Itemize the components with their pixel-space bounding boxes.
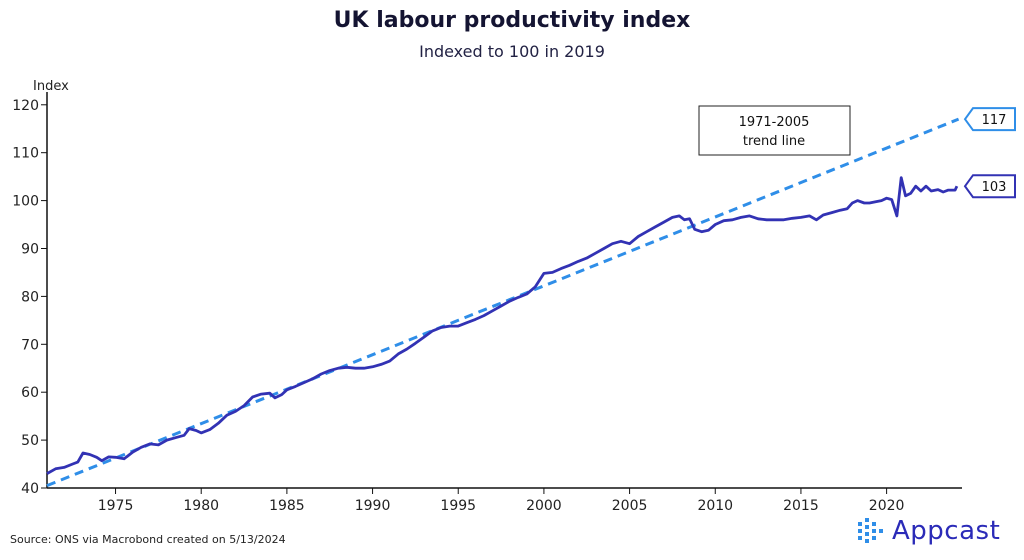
- y-tick-label: 80: [21, 289, 39, 305]
- productivity-line: [46, 176, 959, 475]
- series-end-callout-label: 103: [982, 180, 1007, 195]
- x-axis: 1975 1980 1985 1990 1995 2000 2005 2010 2015 2020: [47, 487, 962, 514]
- brand-logo: Appcast: [858, 516, 1000, 546]
- x-tick-label: 1980: [183, 498, 219, 514]
- y-tick-label: 110: [12, 146, 39, 162]
- y-tick-label: 100: [12, 194, 39, 210]
- chart-title: UK labour productivity index: [333, 8, 691, 33]
- trend-annotation-line2: trend line: [743, 134, 805, 149]
- x-tick-label: 1975: [98, 498, 134, 514]
- x-tick-label: 2000: [526, 498, 562, 514]
- series-end-callout-box: [963, 174, 1016, 199]
- appcast-logo-icon: [858, 518, 883, 543]
- trend-end-callout-box: [963, 107, 1016, 132]
- y-tick-label: 90: [21, 241, 39, 257]
- y-axis-label: Index: [33, 79, 69, 94]
- y-axis: Index 40 50 60 70 80 90 100 110 120: [12, 79, 69, 497]
- x-tick-label: 1990: [355, 498, 391, 514]
- x-tick-label: 2010: [697, 498, 733, 514]
- x-tick-label: 1985: [269, 498, 305, 514]
- annotations: 117 103 1971-2005 trend line: [698, 105, 1016, 199]
- y-tick-label: 120: [12, 98, 39, 114]
- y-tick-label: 60: [21, 385, 39, 401]
- trend-annotation-box: [698, 105, 851, 156]
- x-tick-label: 2005: [612, 498, 648, 514]
- chart-subtitle: Indexed to 100 in 2019: [419, 42, 605, 61]
- x-tick-label: 2015: [783, 498, 819, 514]
- y-tick-label: 50: [21, 433, 39, 449]
- x-tick-label: 1995: [440, 498, 476, 514]
- trend-line: [46, 117, 960, 487]
- brand-name: Appcast: [892, 516, 1001, 546]
- source-note: Source: ONS via Macrobond created on 5/1…: [10, 533, 286, 546]
- trend-end-callout-label: 117: [982, 113, 1007, 128]
- y-tick-label: 70: [21, 337, 39, 353]
- y-tick-label: 40: [21, 481, 39, 497]
- series-group: [46, 117, 960, 487]
- trend-annotation-line1: 1971-2005: [739, 115, 810, 130]
- x-tick-label: 2020: [869, 498, 905, 514]
